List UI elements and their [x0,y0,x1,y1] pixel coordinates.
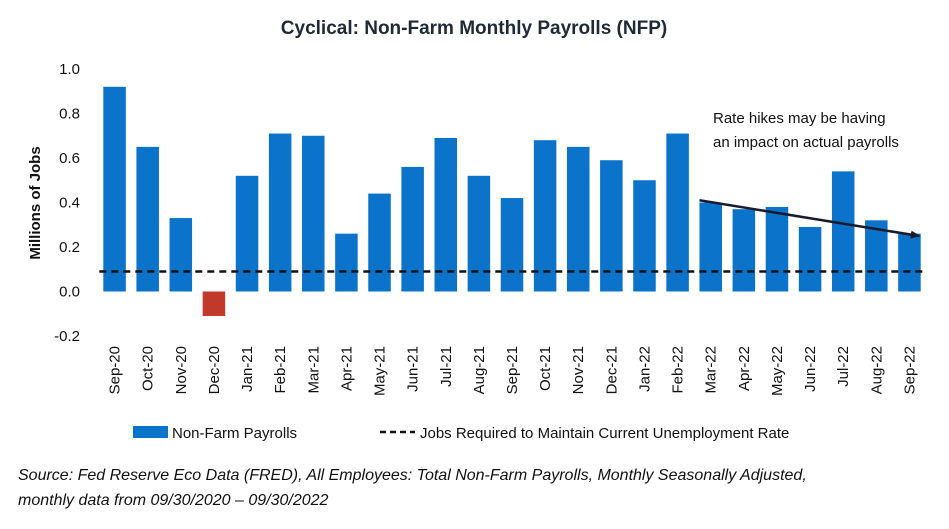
bar-sep-21 [500,198,524,292]
bar-apr-21 [335,233,358,292]
y-tick-label: 1.0 [59,61,80,78]
annotation-line-1: Rate hikes may be having [713,110,886,127]
bar-mar-21 [302,135,325,292]
bar-jan-21 [235,175,259,292]
y-axis-ticks: 1.0 0.8 0.6 0.4 0.2 0.0 -0.2 [54,61,80,345]
bar-sep-20 [103,86,126,292]
bar-sep-22 [898,233,921,292]
bar-dec-21 [600,160,623,292]
annotation-line-2: an impact on actual payrolls [713,134,899,151]
y-tick-label: -0.2 [54,328,80,345]
x-tick-label: Jun-22 [802,346,819,392]
bar-feb-22 [666,133,689,292]
x-tick-label: Jan-22 [636,346,653,392]
bar-oct-21 [533,140,557,292]
x-tick-label: Jul-22 [835,346,852,387]
y-axis-label: Millions of Jobs [27,146,44,259]
bar-aug-21 [467,175,491,292]
y-tick-label: 0.8 [59,106,80,123]
bar-nov-20 [169,218,193,292]
bar-may-22 [765,206,789,292]
source-note: Source: Fed Reserve Eco Data (FRED), All… [18,463,938,513]
x-tick-label: May-22 [769,346,786,396]
bar-jul-22 [831,171,855,292]
source-line-1: Source: Fed Reserve Eco Data (FRED), All… [18,467,807,484]
x-tick-label: Sep-22 [901,346,918,394]
bar-aug-22 [865,220,888,292]
legend-line-label: Jobs Required to Maintain Current Unempl… [420,425,789,442]
bar-mar-22 [699,202,722,292]
bar-apr-22 [732,209,756,292]
x-tick-label: Sep-21 [504,346,521,394]
x-tick-label: Sep-20 [107,346,124,394]
y-tick-label: 0.0 [59,284,80,301]
x-tick-label: Oct-21 [537,346,554,391]
legend-bar-swatch [133,426,168,438]
bar-feb-21 [268,133,292,292]
x-tick-label: Dec-20 [206,346,223,394]
bar-nov-21 [566,146,590,292]
y-tick-label: 0.6 [59,150,80,167]
x-tick-label: Jan-21 [239,346,256,392]
x-tick-label: Apr-22 [736,346,753,391]
x-tick-label: May-21 [372,346,389,396]
x-tick-label: Aug-21 [471,346,488,394]
x-axis-ticks: Sep-20 Oct-20 Nov-20 Dec-20 Jan-21 Feb-21 Mar-… [107,346,919,396]
trend-arrow [699,199,921,239]
bar-jun-22 [798,226,822,292]
bar-series [103,86,921,316]
source-line-2: monthly data from 09/30/2020 – 09/30/202… [18,492,329,509]
x-tick-label: Mar-22 [703,346,720,394]
x-tick-label: Aug-22 [868,346,885,394]
legend: Non-Farm Payrolls Jobs Required to Maint… [133,425,789,442]
bar-jun-21 [401,166,424,292]
bar-jan-22 [633,180,656,292]
x-tick-label: Mar-21 [305,346,322,394]
x-tick-label: Feb-21 [272,346,289,394]
x-tick-label: Dec-21 [603,346,620,394]
chart-title: Cyclical: Non-Farm Monthly Payrolls (NFP… [281,18,667,39]
x-tick-label: Nov-20 [173,346,190,394]
x-tick-label: Feb-22 [670,346,687,394]
x-tick-label: Jun-21 [405,346,422,392]
x-tick-label: Nov-21 [570,346,587,394]
bar-jul-21 [434,137,458,292]
x-tick-label: Jul-21 [438,346,455,387]
bar-dec-20 [202,291,226,316]
x-tick-label: Oct-20 [140,346,157,391]
y-tick-label: 0.2 [59,239,80,256]
bar-may-21 [368,193,391,292]
bar-oct-20 [136,146,159,292]
legend-bar-label: Non-Farm Payrolls [172,425,297,442]
y-tick-label: 0.4 [59,195,80,212]
x-tick-label: Apr-21 [338,346,355,391]
